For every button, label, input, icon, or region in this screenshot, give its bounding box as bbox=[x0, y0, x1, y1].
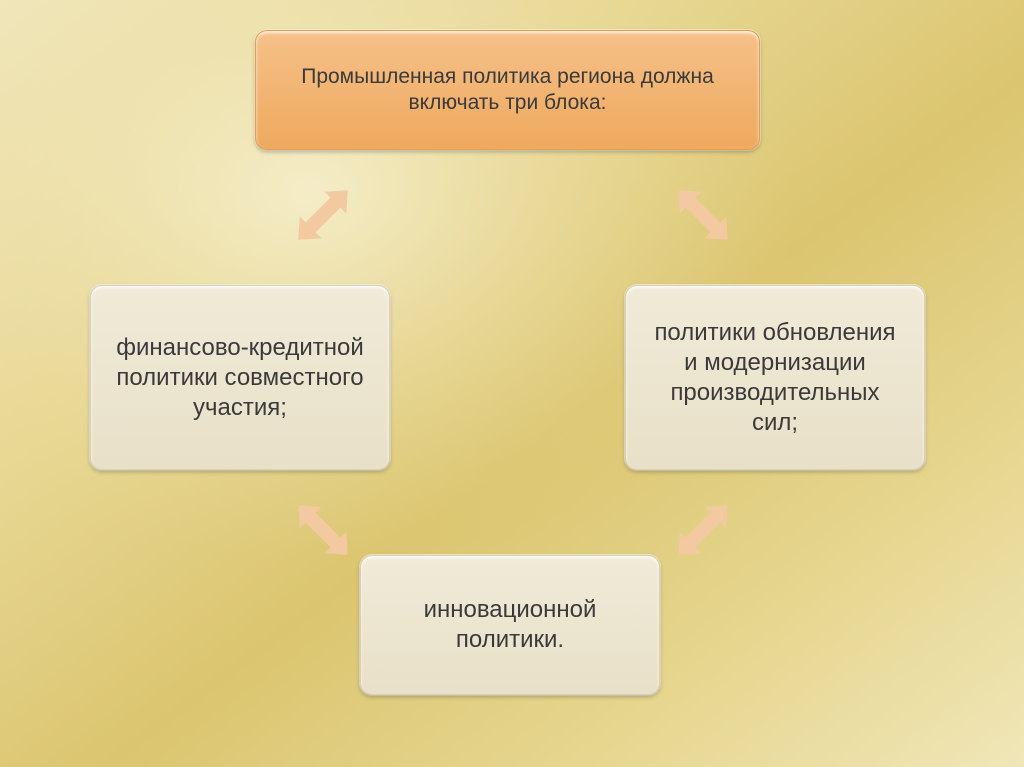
node-left-label: финансово-кредитной политики совместного… bbox=[115, 333, 365, 423]
node-top-label: Промышленная политика региона должна вкл… bbox=[280, 64, 735, 117]
diagram-node-right: политики обновления и модернизации произ… bbox=[625, 285, 925, 470]
diagram-node-bottom: инновационной политики. bbox=[360, 555, 660, 695]
node-bottom-label: инновационной политики. bbox=[385, 595, 635, 655]
node-right-label: политики обновления и модернизации произ… bbox=[650, 318, 900, 438]
diagram-node-top: Промышленная политика региона должна вкл… bbox=[255, 30, 760, 150]
diagram-node-left: финансово-кредитной политики совместного… bbox=[90, 285, 390, 470]
